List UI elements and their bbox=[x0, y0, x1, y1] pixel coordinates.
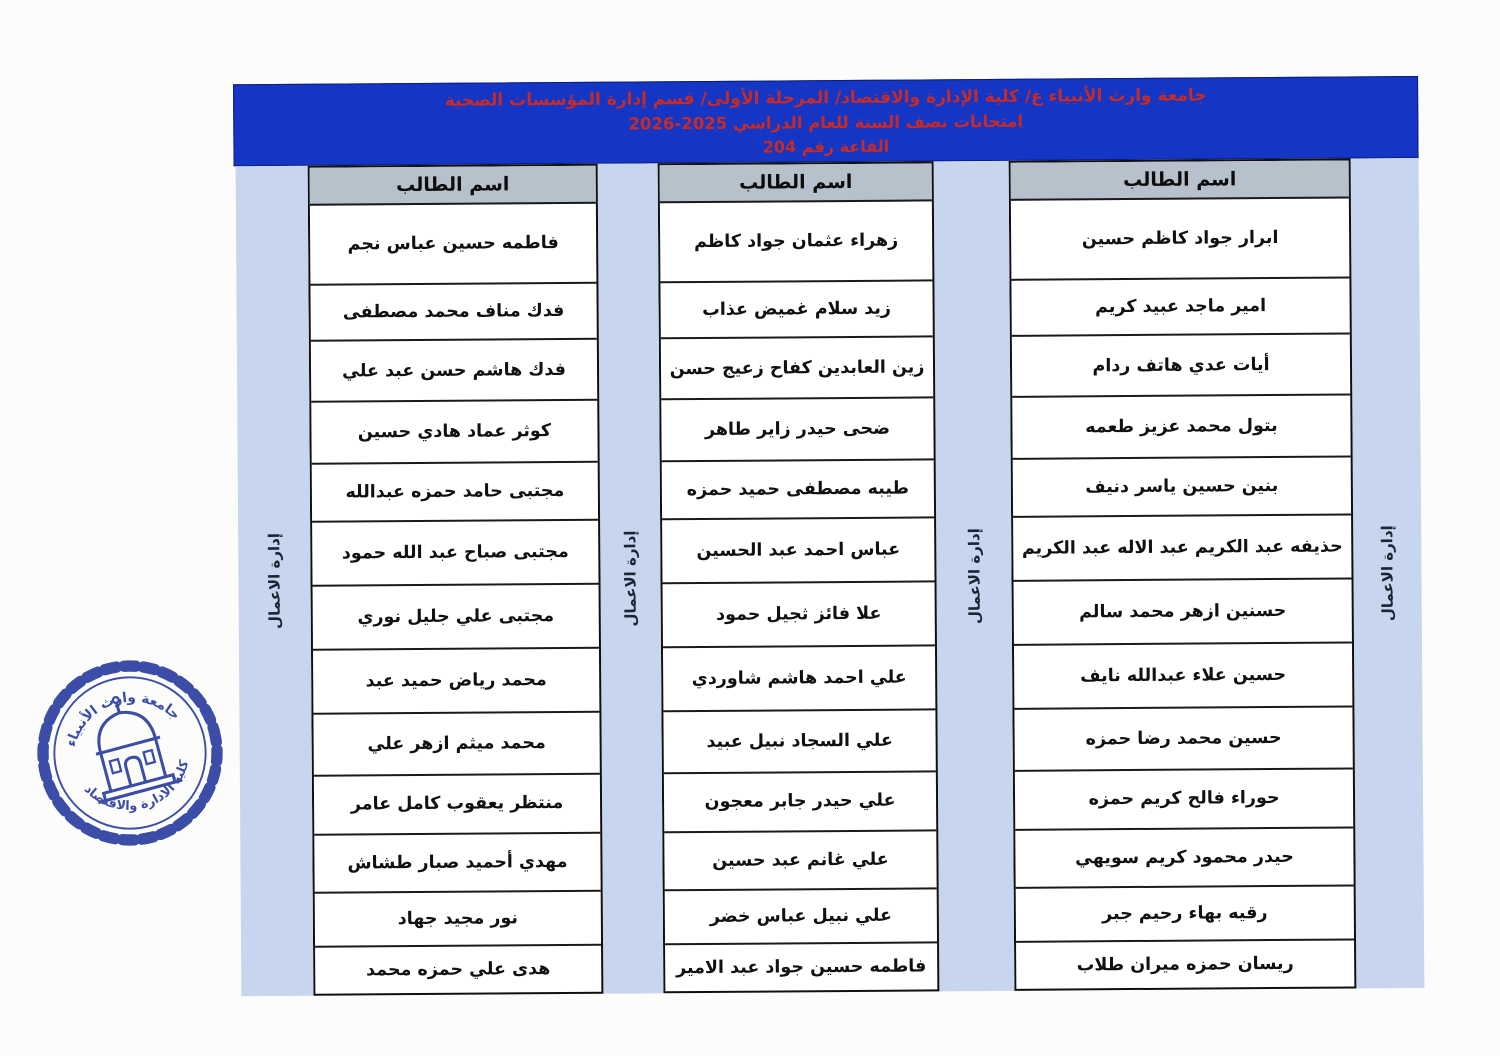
student-name-cell: طيبه مصطفى حميد حمزه bbox=[661, 460, 935, 521]
student-name-cell: أيات عدي هاتف ردام bbox=[1011, 334, 1351, 399]
stamp-shrine-icon bbox=[95, 696, 183, 805]
student-name-cell: نور مجيد جهاد bbox=[314, 891, 602, 948]
student-name-cell: رقيه بهاء رحيم جبر bbox=[1015, 886, 1355, 943]
student-name-cell: محمد رياض حميد عبد bbox=[312, 648, 600, 715]
exam-header-banner: جامعة وارث الأنبياء ع/ كلية الإدارة والا… bbox=[233, 76, 1419, 167]
department-strip-label: إدارة الاعمال bbox=[265, 532, 284, 630]
student-name-cell: عباس احمد عبد الحسين bbox=[662, 518, 935, 585]
department-strip: إدارة الاعمال bbox=[1350, 157, 1425, 989]
student-name-cell: امير ماجد عبيد كريم bbox=[1011, 278, 1350, 337]
stamp-scallop-ring bbox=[37, 660, 223, 846]
student-name-cell: كوثر عماد هادي حسين bbox=[311, 401, 598, 465]
student-name-cell: مجتبى علي جليل نوري bbox=[312, 584, 599, 651]
student-name-cell: زهراء عثمان جواد كاظم bbox=[659, 201, 933, 284]
student-name-cell: علي السجاد نبيل عبيد bbox=[663, 710, 936, 774]
student-name-cell: فدك مناف محمد مصطفى bbox=[310, 283, 597, 342]
student-name-cell: فدك هاشم حسن عبد علي bbox=[310, 339, 598, 404]
student-name-cell: بتول محمد عزيز طعمه bbox=[1012, 395, 1351, 461]
student-name-cell: فاطمه حسين جواد عبد الامير bbox=[676, 956, 927, 979]
column-header-cell: اسم الطالب bbox=[309, 165, 596, 206]
student-name-cell: مهدي أحميد صبار طشاش bbox=[314, 834, 601, 894]
student-name-cell: مجتبى حامد حمزه عبدالله bbox=[311, 463, 599, 523]
column-header-cell: اسم الطالب bbox=[1010, 160, 1349, 201]
column-header-cell: اسم الطالب bbox=[659, 163, 932, 204]
department-strip: إدارة الاعمال bbox=[933, 160, 1015, 992]
student-name-cell: ريسان حمزه ميران طلاب bbox=[1076, 953, 1294, 976]
student-name-cell: ضحى حيدر زاير طاهر bbox=[661, 398, 934, 463]
student-name-cell: علي غانم عبد حسين bbox=[664, 831, 937, 892]
student-name-cell: منتظر يعقوب كامل عامر bbox=[313, 774, 601, 837]
student-name-cell: زين العابدين كفاح زعيج حسن bbox=[660, 336, 934, 401]
student-name-cell: حسين محمد رضا حمزه bbox=[1014, 707, 1353, 772]
stamp-inner-ring bbox=[53, 676, 207, 830]
student-name-cell: محمد ميثم ازهر علي bbox=[313, 712, 600, 777]
department-strip-label: إدارة الاعمال bbox=[964, 528, 984, 625]
department-strip: إدارة الاعمال bbox=[597, 163, 664, 994]
student-name-cell: علا فائز ثجيل حمود bbox=[662, 582, 935, 649]
department-strip: إدارة الاعمال bbox=[235, 165, 314, 997]
student-name-cell: حيدر محمود كريم سويهي bbox=[1015, 828, 1354, 890]
document-sheet: جامعة وارث الأنبياء ع/ كلية الإدارة والا… bbox=[233, 76, 1425, 997]
university-stamp-seal-icon: جامعة وارث الأنبياء كلية الادارة والاقتص… bbox=[37, 660, 223, 846]
department-strip-label: إدارة الاعمال bbox=[1378, 525, 1397, 622]
student-name-cell: حسين علاء عبدالله نايف bbox=[1013, 643, 1353, 710]
student-name-cell: علي نبيل عباس خضر bbox=[664, 889, 938, 946]
student-roster-tables: إدارة الاعمال اسم الطالب ابرار جواد كاظم … bbox=[234, 157, 1425, 997]
student-name-cell: زيد سلام غميض عذاب bbox=[660, 281, 933, 339]
student-name-column-right: اسم الطالب ابرار جواد كاظم حسين امير ماجد … bbox=[1008, 158, 1357, 991]
student-name-column-middle: اسم الطالب زهراء عثمان جواد كاظم زيد سلام … bbox=[657, 161, 940, 994]
student-name-cell: حذيفه عبد الكريم عبد الاله عبد الكريم bbox=[1013, 515, 1352, 582]
student-name-cell: حوراء فالح كريم حمزه bbox=[1014, 768, 1354, 832]
student-name-cell: علي احمد هاشم شاوردي bbox=[662, 646, 936, 712]
student-name-cell: بنين حسين ياسر دنيف bbox=[1012, 457, 1352, 518]
department-strip-label: إدارة الاعمال bbox=[621, 530, 640, 627]
student-name-column-left: اسم الطالب فاطمه حسين عباس نجم فدك مناف مح… bbox=[307, 163, 604, 996]
student-name-cell: هدى علي حمزه محمد bbox=[366, 959, 551, 981]
student-name-cell: حسنين ازهر محمد سالم bbox=[1013, 579, 1352, 646]
student-name-cell: ابرار جواد كاظم حسين bbox=[1010, 198, 1350, 281]
student-name-cell: فاطمه حسين عباس نجم bbox=[309, 203, 597, 286]
student-name-cell: مجتبى صباح عبد الله حمود bbox=[312, 520, 599, 587]
student-name-cell: علي حيدر جابر معجون bbox=[663, 771, 937, 834]
